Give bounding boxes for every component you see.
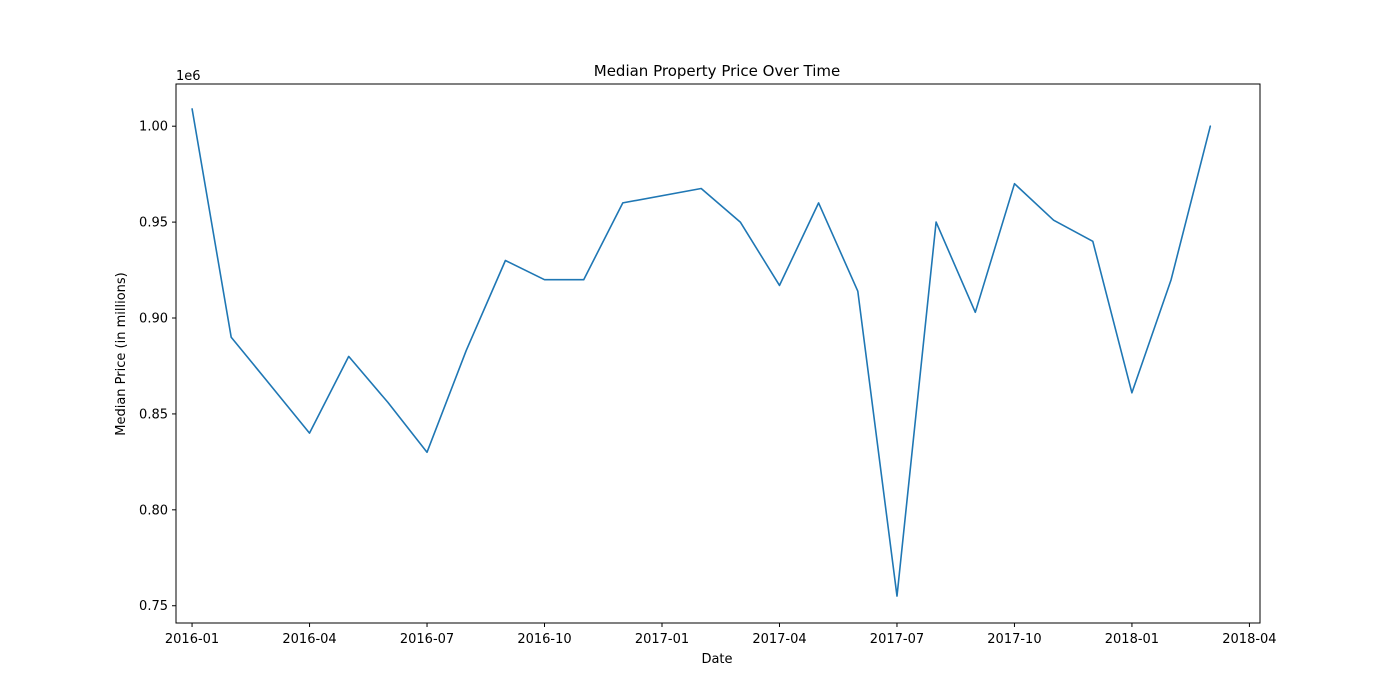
- y-axis-offset-label: 1e6: [176, 69, 201, 84]
- x-tick-label: 2017-07: [870, 632, 924, 647]
- x-axis-label: Date: [701, 652, 732, 667]
- series-line: [191, 108, 1212, 597]
- y-tick-label: 0.75: [139, 599, 168, 614]
- x-tick-label: 2016-07: [400, 632, 454, 647]
- y-tick-label: 1.00: [139, 120, 168, 135]
- x-axis: 2016-01 2016-04 2016-07 2016-10 2017-01 2017-…: [165, 623, 1277, 647]
- plot-area: [191, 108, 1212, 597]
- x-tick-label: 2017-10: [987, 632, 1041, 647]
- y-tick-label: 0.95: [139, 216, 168, 231]
- y-tick-label: 0.85: [139, 407, 168, 422]
- y-axis: 0.75 0.80 0.85 0.90 0.95 1.00: [139, 120, 176, 614]
- y-tick-label: 0.80: [139, 503, 168, 518]
- y-axis-label: Median Price (in millions): [114, 272, 129, 435]
- x-tick-label: 2018-04: [1222, 632, 1276, 647]
- x-tick-label: 2016-01: [165, 632, 219, 647]
- y-tick-label: 0.90: [139, 312, 168, 327]
- x-tick-label: 2016-04: [282, 632, 336, 647]
- plot-frame: [175, 83, 1261, 624]
- x-tick-label: 2017-01: [635, 632, 689, 647]
- chart-title: Median Property Price Over Time: [594, 62, 840, 80]
- x-tick-label: 2017-04: [752, 632, 806, 647]
- x-tick-label: 2018-01: [1105, 632, 1159, 647]
- x-tick-label: 2016-10: [517, 632, 571, 647]
